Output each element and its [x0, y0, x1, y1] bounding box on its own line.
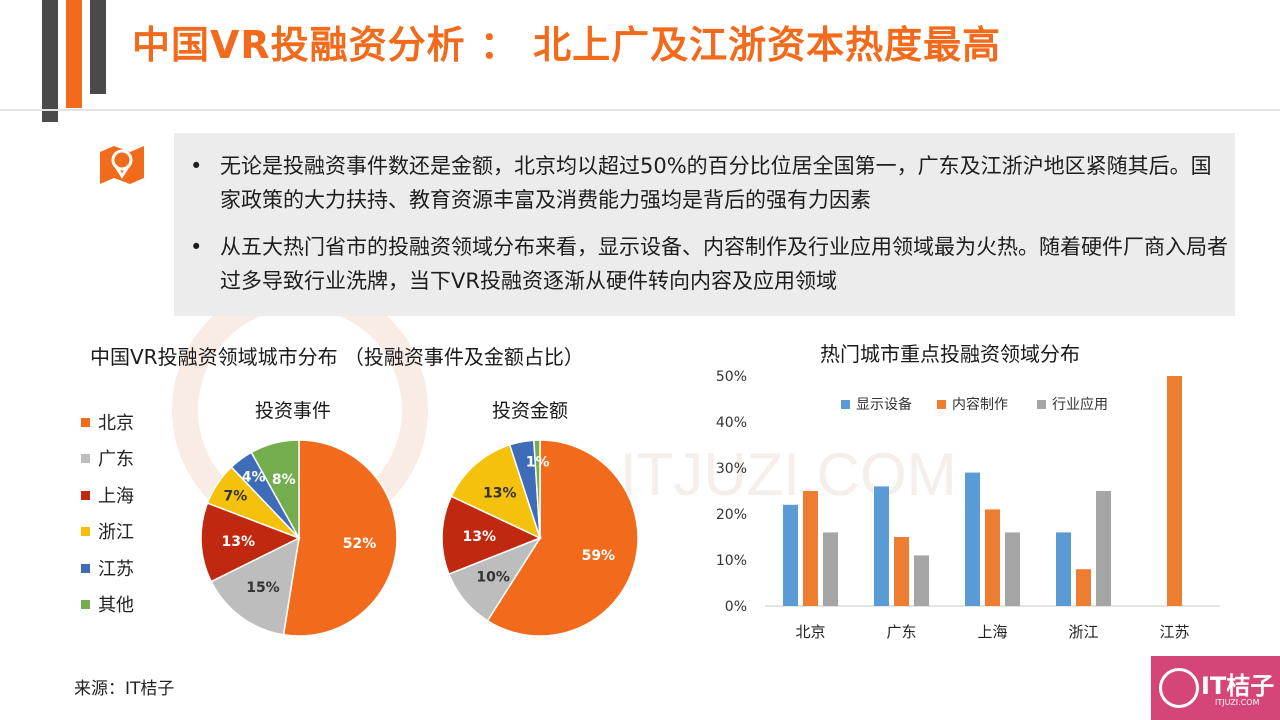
y-tick-label: 10%: [716, 553, 747, 569]
legend-label: 北京: [98, 413, 134, 434]
pie-label-0: 59%: [582, 548, 616, 564]
header-accent-bar-dark-2: [90, 0, 106, 94]
legend-swatch: [81, 526, 90, 536]
legend-swatch: [81, 453, 90, 463]
bar-2-1: [985, 509, 1000, 606]
bar-chart-fields: 0% 10% 20% 30% 40% 50% 北京 广东 上海 浙江 江苏 显示设备 内容制作 行业应用: [716, 369, 1220, 641]
summary-bullet-1: • 无论是投融资事件数还是金额，北京均以超过50%的百分比位居全国第一，广东及江…: [190, 149, 1230, 217]
pie-label-5: 8%: [272, 472, 296, 488]
legend-item-guangdong: 广东: [81, 445, 134, 471]
y-tick-label: 0%: [725, 599, 747, 615]
pie-chart-amount: 59% 10% 13% 13% 1%: [441, 439, 639, 637]
bar-0-2: [823, 532, 838, 606]
title-divider: [0, 109, 1280, 111]
pie-events-title: 投资事件: [255, 400, 332, 422]
legend-swatch: [81, 417, 90, 427]
watermark-text: ITJUZI.COM: [620, 441, 957, 508]
bar-legend-label: 显示设备: [856, 396, 912, 413]
legend-label: 广东: [98, 449, 134, 470]
bullet-dot: •: [190, 154, 203, 178]
x-category-label: 北京: [795, 623, 825, 641]
bullet-dot: •: [190, 235, 203, 259]
legend-label: 上海: [98, 486, 134, 507]
header-accent-bar-dark-1: [42, 0, 58, 122]
summary-box: • 无论是投融资事件数还是金额，北京均以超过50%的百分比位居全国第一，广东及江…: [174, 133, 1235, 316]
legend-swatch: [81, 563, 90, 573]
pie-slice-0: [282, 439, 398, 637]
pie-amount-title: 投资金额: [492, 400, 569, 422]
page-title: 中国VR投融资分析 ： 北上广及江浙资本热度最高: [132, 23, 1002, 67]
x-category-label: 广东: [886, 623, 916, 641]
pie-label-5: 1%: [526, 455, 550, 471]
pie-label-3: 7%: [223, 489, 247, 505]
legend-item-jiangsu: 江苏: [81, 555, 134, 581]
pie-slice-5: [250, 439, 300, 541]
bar-0-1: [803, 491, 818, 606]
bar-1-2: [914, 555, 929, 606]
bar-3-2: [1096, 491, 1111, 606]
bar-2-2: [1005, 532, 1020, 606]
bar-legend-label: 内容制作: [952, 396, 1008, 413]
logo-name: IT桔子: [1201, 672, 1275, 700]
y-tick-label: 40%: [716, 415, 747, 431]
bar-3-0: [1056, 532, 1071, 606]
legend-swatch: [81, 490, 90, 500]
x-category-label: 江苏: [1159, 623, 1189, 641]
map-pin-icon: [100, 146, 144, 184]
bar-legend-swatch: [1037, 400, 1046, 409]
pie-slice-1: [210, 536, 300, 636]
bar-1-0: [874, 486, 889, 606]
pie-label-0: 52%: [343, 536, 377, 552]
pie-slice-0: [486, 439, 639, 637]
pie-label-3: 13%: [483, 485, 517, 501]
y-tick-label: 50%: [716, 369, 747, 385]
legend-item-shanghai: 上海: [81, 482, 134, 508]
pie-slice-2: [441, 495, 542, 576]
source-note: 来源：IT桔子: [74, 679, 175, 699]
pie-label-4: 4%: [242, 469, 266, 485]
pie-slice-2: [200, 502, 301, 583]
orange-slice-icon: [1159, 668, 1199, 708]
bar-legend-swatch: [841, 400, 850, 409]
summary-bullet-2: • 从五大热门省市的投融资领域分布来看，显示设备、内容制作及行业应用领域最为火热…: [190, 230, 1230, 298]
bar-legend-swatch: [937, 400, 946, 409]
bar-0-0: [783, 504, 798, 606]
bar-3-1: [1076, 569, 1091, 606]
pie-chart-events: 52% 15% 13% 7% 4% 8%: [200, 439, 398, 637]
pie-label-2: 13%: [463, 529, 497, 545]
bar-2-0: [965, 472, 980, 606]
bar-legend-label: 行业应用: [1052, 396, 1108, 413]
pie-section-title: 中国VR投融资领域城市分布 （投融资事件及金额占比）: [90, 345, 584, 369]
legend-label: 其他: [98, 595, 134, 616]
bar-4-1: [1167, 376, 1182, 606]
legend-item-zhejiang: 浙江: [81, 518, 134, 544]
pie-label-2: 13%: [222, 534, 256, 550]
pie-label-1: 15%: [246, 580, 280, 596]
y-tick-label: 30%: [716, 461, 747, 477]
y-tick-label: 20%: [716, 507, 747, 523]
logo-url: ITJUZI.COM: [1215, 698, 1260, 707]
summary-bullet-text: 无论是投融资事件数还是金额，北京均以超过50%的百分比位居全国第一，广东及江浙沪…: [220, 154, 1212, 212]
bar-chart-title: 热门城市重点投融资领域分布: [820, 342, 1080, 366]
itjuzi-logo: IT桔子 ITJUZI.COM: [1151, 656, 1280, 720]
pie-slice-3: [450, 443, 542, 540]
legend-label: 江苏: [98, 559, 134, 580]
x-category-label: 浙江: [1068, 623, 1098, 641]
summary-bullet-text: 从五大热门省市的投融资领域分布来看，显示设备、内容制作及行业应用领域最为火热。随…: [220, 235, 1228, 293]
header-accent-bar-orange: [66, 0, 82, 108]
legend-item-beijing: 北京: [81, 409, 134, 435]
legend-swatch: [81, 599, 90, 609]
pie-slice-5: [533, 439, 541, 539]
legend-label: 浙江: [98, 522, 134, 543]
bar-1-1: [894, 537, 909, 606]
pie-label-1: 10%: [476, 570, 510, 586]
x-category-label: 上海: [977, 623, 1007, 641]
legend-item-other: 其他: [81, 591, 134, 617]
